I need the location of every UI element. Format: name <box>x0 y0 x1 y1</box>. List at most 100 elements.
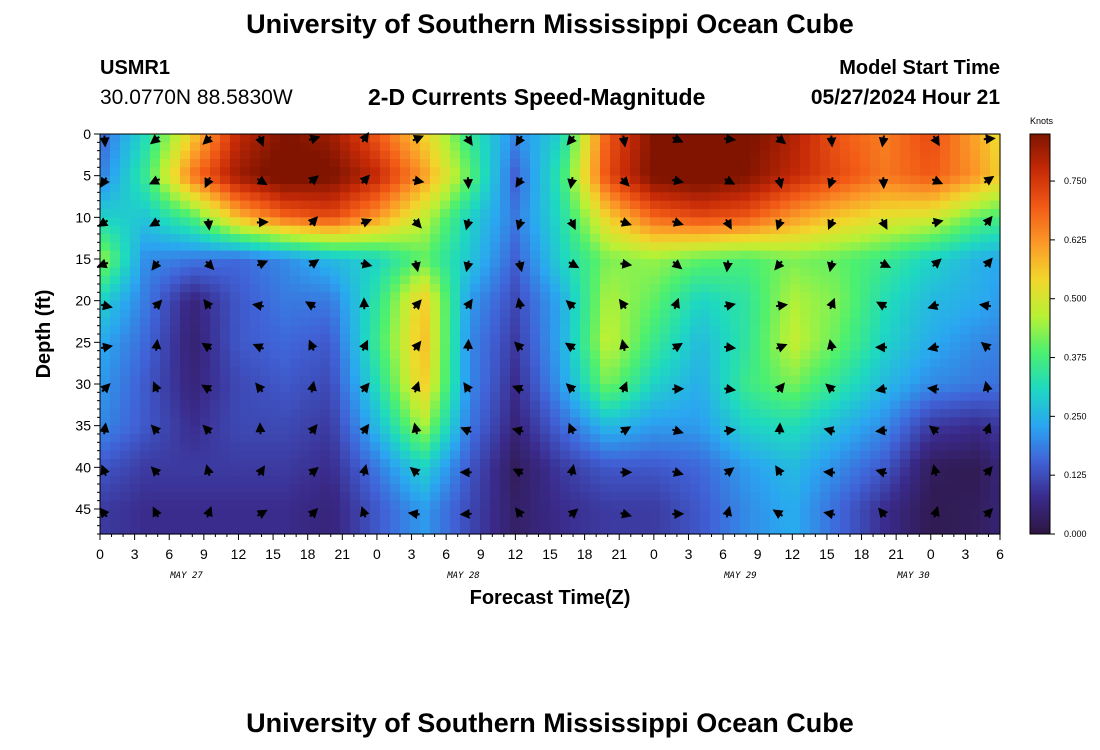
heatmap-cell <box>640 475 651 485</box>
heatmap-cell <box>730 325 741 335</box>
heatmap-cell <box>470 234 481 243</box>
heatmap-cell <box>950 517 961 527</box>
heatmap-cell <box>910 150 921 160</box>
heatmap-cell <box>280 450 291 460</box>
heatmap-cell <box>380 159 391 168</box>
heatmap-cell <box>580 525 591 535</box>
heatmap-cell <box>580 225 591 235</box>
heatmap-cell <box>320 242 331 252</box>
heatmap-cell <box>810 200 821 210</box>
plot-title: 2-D Currents Speed-Magnitude <box>368 84 706 110</box>
heatmap-cell <box>160 450 171 460</box>
heatmap-cell <box>610 459 621 468</box>
heatmap-cell <box>110 200 121 210</box>
heatmap-cell <box>540 225 551 235</box>
heatmap-cell <box>850 392 861 402</box>
heatmap-cell <box>570 434 581 443</box>
heatmap-cell <box>420 259 431 268</box>
heatmap-cell <box>760 175 771 185</box>
heatmap-cell <box>120 225 131 235</box>
heatmap-cell <box>580 300 591 310</box>
heatmap-cell <box>790 500 801 510</box>
heatmap-cell <box>900 217 911 227</box>
heatmap-cell <box>490 225 501 235</box>
heatmap-cell <box>930 317 941 327</box>
heatmap-cell <box>880 267 891 277</box>
heatmap-cell <box>110 284 121 293</box>
heatmap-cell <box>830 317 841 327</box>
heatmap-cell <box>610 392 621 402</box>
current-vector-arrow <box>360 505 370 518</box>
heatmap-cell <box>660 209 671 218</box>
heatmap-cell <box>620 384 631 393</box>
heatmap-cell <box>170 517 181 527</box>
heatmap-cell <box>330 384 341 393</box>
heatmap-cell <box>870 375 881 385</box>
heatmap-cell <box>360 492 371 502</box>
heatmap-cell <box>300 225 311 235</box>
heatmap-cell <box>140 517 151 527</box>
heatmap-cell <box>370 134 381 143</box>
heatmap-cell <box>100 492 111 502</box>
heatmap-cell <box>890 467 901 477</box>
heatmap-cell <box>270 384 281 393</box>
heatmap-cell <box>280 259 291 268</box>
heatmap-cell <box>650 317 661 327</box>
heatmap-cell <box>210 492 221 502</box>
heatmap-cell <box>530 234 541 243</box>
heatmap-cell <box>920 134 931 143</box>
heatmap-cell <box>980 267 991 277</box>
heatmap-cell <box>600 417 611 427</box>
heatmap-cell <box>320 367 331 377</box>
heatmap-cell <box>630 459 641 468</box>
heatmap-cell <box>850 142 861 152</box>
heatmap-cell <box>710 275 721 285</box>
heatmap-cell <box>290 525 301 535</box>
heatmap-cell <box>890 484 901 493</box>
heatmap-cell <box>310 442 321 452</box>
heatmap-cell <box>420 167 431 177</box>
heatmap-cell <box>190 367 201 377</box>
heatmap-cell <box>810 367 821 377</box>
heatmap-cell <box>630 300 641 310</box>
heatmap-cell <box>170 350 181 360</box>
heatmap-cell <box>710 417 721 427</box>
heatmap-cell <box>470 417 481 427</box>
heatmap-cell <box>670 367 681 377</box>
heatmap-cell <box>820 442 831 452</box>
heatmap-cell <box>160 259 171 268</box>
heatmap-cell <box>590 459 601 468</box>
heatmap-cell <box>940 142 951 152</box>
heatmap-cell <box>690 150 701 160</box>
heatmap-cell <box>490 284 501 293</box>
heatmap-cell <box>970 459 981 468</box>
heatmap-cell <box>510 292 521 302</box>
heatmap-cell <box>670 184 681 193</box>
heatmap-cell <box>890 434 901 443</box>
heatmap-cell <box>240 300 251 310</box>
heatmap-cell <box>230 167 241 177</box>
heatmap-cell <box>300 517 311 527</box>
heatmap-cell <box>300 309 311 318</box>
heatmap-cell <box>820 184 831 193</box>
heatmap-cell <box>490 517 501 527</box>
heatmap-cell <box>370 217 381 227</box>
heatmap-cell <box>380 484 391 493</box>
heatmap-cell <box>330 209 341 218</box>
heatmap-cell <box>890 500 901 510</box>
heatmap-cell <box>930 417 941 427</box>
heatmap-cell <box>830 292 841 302</box>
heatmap-cell <box>520 484 531 493</box>
heatmap-cell <box>560 334 571 343</box>
heatmap-cell <box>940 400 951 410</box>
heatmap-cell <box>420 142 431 152</box>
heatmap-cell <box>610 367 621 377</box>
current-vector-arrow <box>359 339 369 351</box>
heatmap-cell <box>590 209 601 218</box>
heatmap-cell <box>110 142 121 152</box>
heatmap-cell <box>220 492 231 502</box>
heatmap-cell <box>420 509 431 518</box>
heatmap-cell <box>730 475 741 485</box>
heatmap-cell <box>630 509 641 518</box>
heatmap-cell <box>290 309 301 318</box>
